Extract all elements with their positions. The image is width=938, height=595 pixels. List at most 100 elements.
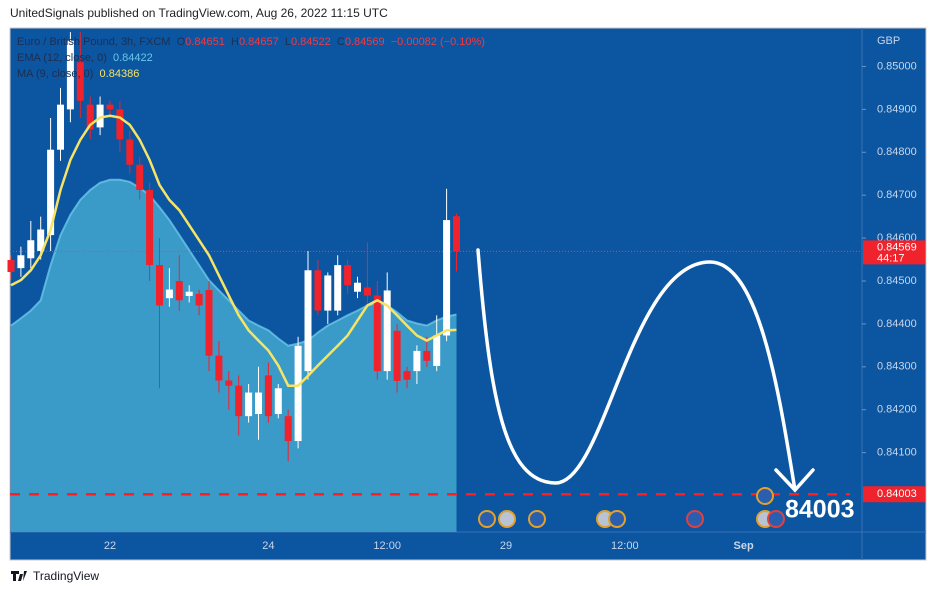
event-icon — [608, 510, 626, 528]
candle-body — [175, 281, 183, 301]
candle-body — [413, 350, 421, 372]
candle-body — [354, 282, 361, 292]
candle-body — [314, 270, 322, 311]
y-tick-label: 0.84100 — [877, 447, 917, 459]
x-tick-label: 22 — [104, 540, 116, 552]
candle-body — [274, 388, 282, 415]
change: −0.00082 (−0.10%) — [390, 36, 485, 48]
event-icon — [767, 510, 785, 528]
ohlc-value: 0.84522 — [291, 36, 331, 48]
candle-body — [373, 295, 381, 372]
legend-row: EMA (12, close, 0) 0.84422 — [17, 50, 485, 66]
candle-body — [76, 62, 84, 101]
event-icon — [498, 510, 516, 528]
legend-row: Euro / British Pound, 3h, FXCM O0.84651 … — [17, 34, 485, 50]
candle-body — [245, 392, 253, 417]
candle-body — [324, 275, 332, 311]
candle-body — [334, 265, 342, 311]
x-tick-label: 29 — [500, 540, 512, 552]
legend-value: 0.84386 — [99, 68, 140, 80]
ohlc-key: H — [231, 36, 239, 48]
candle-body — [443, 220, 451, 336]
x-tick-label: 12:00 — [373, 540, 401, 552]
x-tick-label: 24 — [262, 540, 274, 552]
candle-body — [106, 104, 114, 110]
candle-body — [225, 380, 233, 386]
currency-label: GBP — [877, 35, 900, 47]
candle-body — [423, 350, 431, 361]
candle-body — [403, 371, 411, 380]
legend-row: MA (9, close, 0) 0.84386 — [17, 66, 485, 82]
forecast-drawing — [476, 248, 797, 492]
footer: TradingView — [33, 569, 99, 583]
candle-body — [165, 289, 173, 299]
event-icons — [478, 487, 785, 528]
symbol: Euro / British Pound, 3h, FXCM — [17, 36, 171, 48]
forecast-arrow — [774, 468, 815, 493]
candle-body — [136, 164, 144, 191]
candle-body — [47, 149, 55, 236]
ma-line — [10, 114, 457, 387]
target-label: 0.84003 — [877, 488, 917, 500]
y-tick-label: 0.84500 — [877, 275, 917, 287]
candle-body — [57, 104, 64, 150]
y-tick-label: 0.84900 — [877, 103, 917, 115]
candle-body — [294, 345, 302, 442]
candle-body — [66, 40, 74, 110]
candle-body — [383, 290, 391, 372]
candle-body — [7, 259, 15, 272]
candle-body — [363, 287, 371, 296]
candle-body — [304, 270, 312, 372]
candle-body — [185, 291, 193, 297]
candle-body — [195, 293, 203, 306]
ema-area — [11, 179, 457, 532]
plot: 0.850000.849000.848000.847000.846000.845… — [7, 32, 925, 552]
event-icon — [528, 510, 546, 528]
candle-body — [264, 375, 272, 417]
event-icon — [686, 510, 704, 528]
ohlc-value: 0.84657 — [238, 36, 279, 48]
ohlc-value: 0.84651 — [185, 36, 225, 48]
candle-body — [235, 385, 243, 417]
ohlc-key: O — [176, 36, 186, 48]
y-tick-label: 0.84400 — [877, 318, 917, 330]
candle-body — [86, 104, 94, 130]
y-tick-label: 0.84800 — [877, 146, 917, 158]
price-label: 0.84569 — [877, 241, 917, 253]
y-tick-label: 0.84200 — [877, 404, 917, 416]
candle-body — [96, 104, 104, 128]
x-tick-label: 12:00 — [611, 540, 639, 552]
legend-entry: MA (9, close, 0) — [17, 68, 94, 80]
ohlc-value: 0.84569 — [344, 36, 385, 48]
candle-body — [205, 290, 213, 356]
event-icon — [756, 487, 774, 505]
candle-body — [453, 216, 460, 252]
footer-logo — [11, 571, 27, 581]
y-tick-label: 0.85000 — [877, 60, 917, 72]
price-timer: 44:17 — [877, 252, 905, 264]
candle-body — [156, 265, 163, 306]
candle-body — [433, 335, 441, 366]
target-annotation: 84003 — [785, 496, 855, 524]
y-tick-label: 0.84700 — [877, 189, 917, 201]
price-label-box — [863, 240, 925, 265]
candle-body — [344, 265, 352, 286]
event-icon — [478, 510, 496, 528]
legend-value: 0.84422 — [113, 52, 153, 64]
x-tick-label: Sep — [734, 540, 754, 552]
candle-body — [17, 255, 25, 269]
header: UnitedSignals published on TradingView.c… — [10, 6, 388, 20]
candle-body — [37, 229, 45, 251]
candle-body — [116, 109, 124, 140]
legend-entry: EMA (12, close, 0) — [17, 52, 107, 64]
candle-body — [126, 139, 134, 165]
candle-body — [393, 330, 401, 381]
candle-body — [215, 355, 223, 381]
candle-body — [146, 190, 154, 266]
candle-body — [27, 240, 35, 259]
ohlc-key: C — [336, 36, 345, 48]
legend: Euro / British Pound, 3h, FXCM O0.84651 … — [17, 34, 485, 82]
candle-body — [255, 392, 262, 415]
